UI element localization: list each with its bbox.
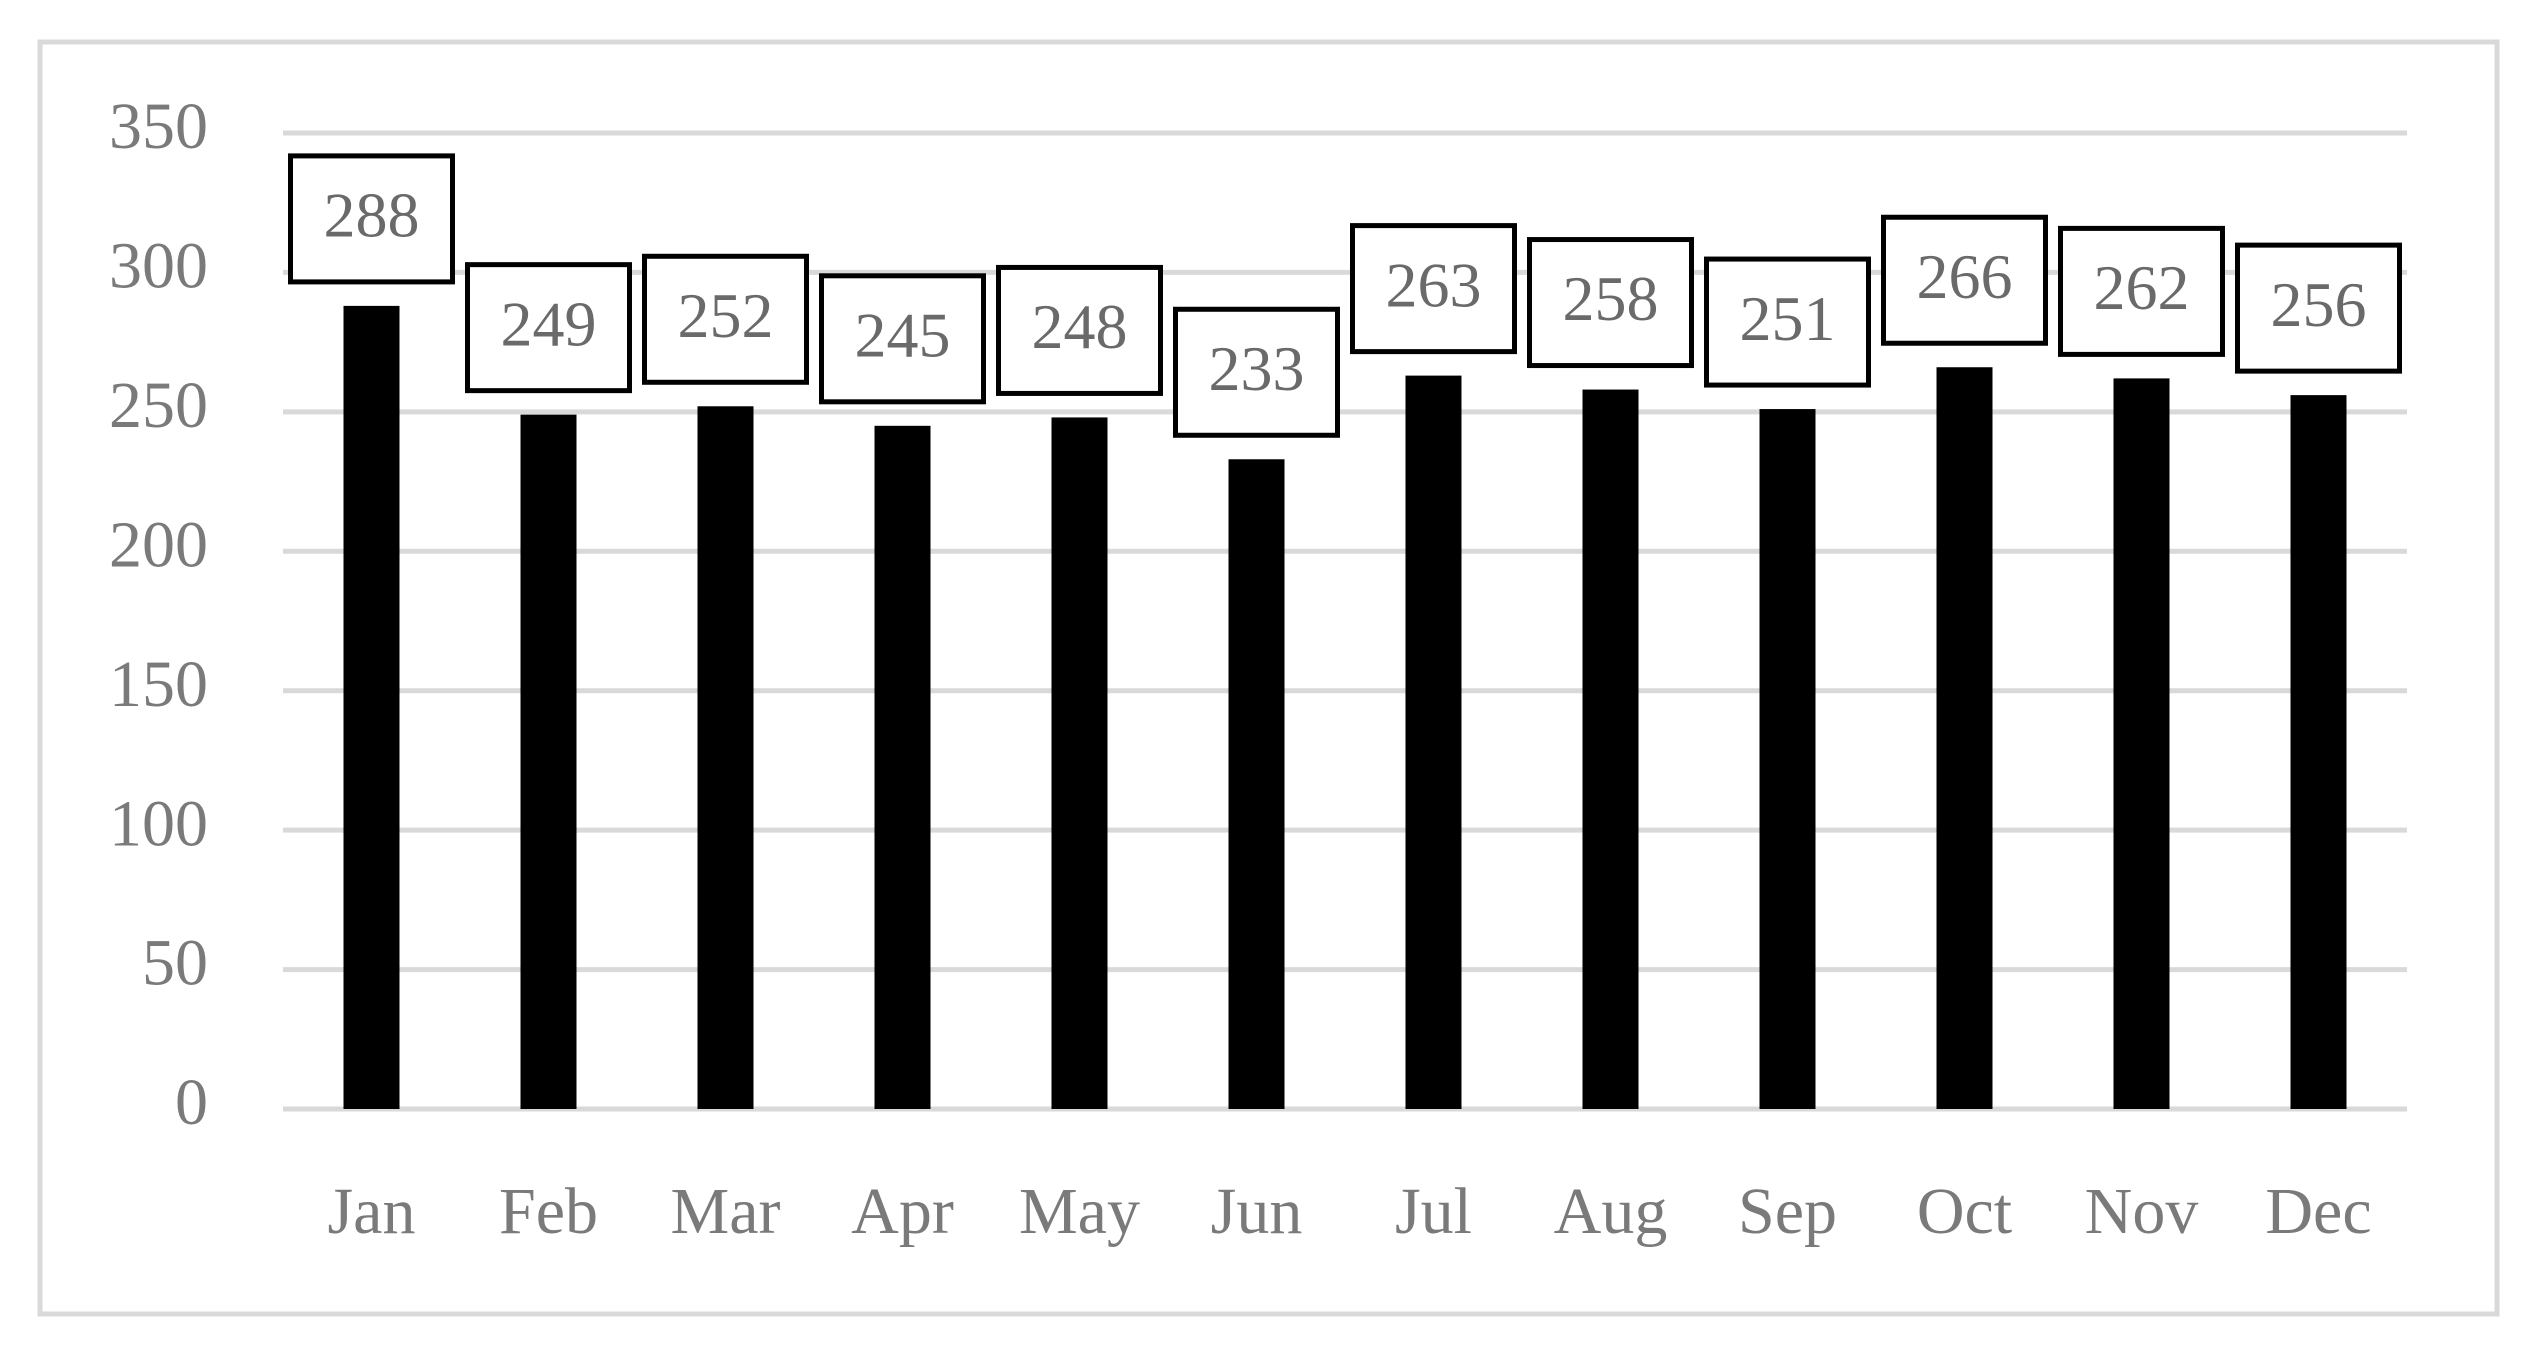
x-tick-label: Jan [328, 1175, 416, 1248]
x-tick-label: Dec [2265, 1175, 2371, 1248]
y-tick-label: 50 [142, 927, 208, 1000]
value-label: 263 [1386, 249, 1482, 320]
value-label: 249 [501, 288, 597, 359]
y-tick-label: 350 [109, 90, 208, 163]
y-tick-label: 250 [109, 369, 208, 442]
x-tick-label: Oct [1917, 1175, 2012, 1248]
value-label: 266 [1917, 241, 2013, 312]
x-tick-label: Jun [1211, 1175, 1303, 1248]
bar [1405, 375, 1462, 1109]
value-label: 258 [1563, 263, 1659, 334]
value-label-box [288, 153, 455, 285]
value-label-box [1881, 214, 2048, 346]
x-tick-label: Mar [671, 1175, 781, 1248]
value-label-box [2058, 225, 2225, 357]
value-label-box [1350, 223, 1517, 355]
value-label: 251 [1740, 283, 1836, 354]
value-label-box [1173, 306, 1340, 438]
bar [1051, 417, 1108, 1109]
x-tick-label: Nov [2085, 1175, 2199, 1248]
bar [1582, 389, 1639, 1109]
bar [1936, 367, 1993, 1109]
value-label: 262 [2094, 252, 2190, 323]
value-label-box [819, 273, 986, 405]
bar [2113, 378, 2170, 1109]
y-tick-label: 150 [109, 648, 208, 721]
bar [343, 305, 400, 1109]
value-label: 245 [855, 299, 951, 370]
y-tick-label: 200 [109, 508, 208, 581]
y-tick-label: 300 [109, 230, 208, 303]
value-label-box [465, 262, 632, 394]
y-tick-label: 100 [109, 787, 208, 860]
x-tick-label: Apr [851, 1175, 954, 1248]
bar [1759, 409, 1816, 1109]
x-tick-label: Jul [1395, 1175, 1472, 1248]
value-label: 256 [2271, 269, 2367, 340]
bar [520, 414, 577, 1109]
value-label-box [1527, 237, 1694, 369]
x-tick-label: May [1019, 1175, 1140, 1248]
bar [2290, 395, 2347, 1109]
x-tick-label: Sep [1738, 1175, 1837, 1248]
value-label-box [996, 264, 1163, 396]
value-label-box [642, 253, 809, 385]
bar [697, 406, 754, 1109]
x-tick-label: Feb [499, 1175, 598, 1248]
value-label: 248 [1032, 291, 1128, 362]
value-label: 233 [1209, 333, 1305, 404]
value-label-box [1704, 256, 1871, 388]
value-label-box [2235, 242, 2402, 374]
y-tick-label: 0 [175, 1066, 208, 1139]
x-tick-label: Aug [1554, 1175, 1668, 1248]
bar [1228, 459, 1285, 1110]
value-label: 288 [324, 180, 420, 251]
bar [874, 425, 931, 1109]
value-label: 252 [678, 280, 774, 351]
